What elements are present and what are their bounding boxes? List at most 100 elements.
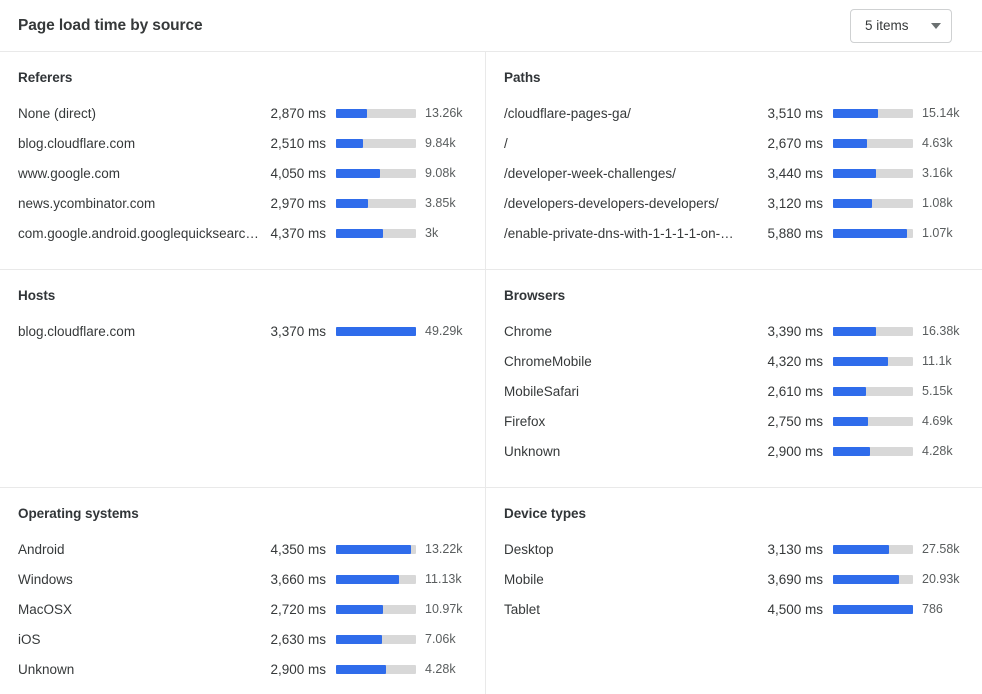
row-bar-fill bbox=[336, 138, 364, 148]
row-bar-fill bbox=[336, 198, 368, 208]
row-bar-track bbox=[336, 168, 416, 178]
row-bar-track bbox=[833, 544, 913, 554]
row-label: Firefox bbox=[504, 413, 546, 429]
row-count: 49.29k bbox=[425, 324, 463, 338]
row-bar-fill bbox=[833, 544, 889, 554]
row-bar-fill bbox=[336, 168, 380, 178]
row-label: Unknown bbox=[18, 661, 75, 677]
section-hosts: Hosts blog.cloudflare.com 3,370 ms 49.29k bbox=[0, 270, 486, 488]
table-row[interactable]: ChromeMobile 4,320 ms 11.1k bbox=[504, 346, 966, 376]
row-label: /enable-private-dns-with-1-1-1-1-on-… bbox=[504, 225, 734, 241]
table-row[interactable]: news.ycombinator.com 2,970 ms 3.85k bbox=[18, 188, 469, 218]
row-count: 11.1k bbox=[922, 354, 952, 368]
section-title: Hosts bbox=[18, 288, 56, 303]
table-row[interactable]: /developer-week-challenges/3,440 ms 3.16k bbox=[504, 158, 966, 188]
table-row[interactable]: Desktop 3,130 ms 27.58k bbox=[504, 534, 966, 564]
section-title: Device types bbox=[504, 506, 586, 521]
row-label: /developer-week-challenges/ bbox=[504, 165, 676, 181]
row-bar-track bbox=[336, 604, 416, 614]
table-row[interactable]: MobileSafari 2,610 ms 5.15k bbox=[504, 376, 966, 406]
items-count-select[interactable]: 5 items bbox=[850, 8, 952, 43]
row-label: iOS bbox=[18, 631, 41, 647]
row-load-time: 2,670 ms bbox=[767, 135, 823, 151]
row-load-time: 4,320 ms bbox=[767, 353, 823, 369]
section-title: Referers bbox=[18, 70, 73, 85]
row-bar-fill bbox=[336, 544, 412, 554]
table-row[interactable]: /developers-developers-developers/3,120 … bbox=[504, 188, 966, 218]
row-bar-fill bbox=[833, 386, 866, 396]
row-load-time: 4,500 ms bbox=[767, 601, 823, 617]
row-label: com.google.android.googlequicksearc… bbox=[18, 225, 259, 241]
row-label: Windows bbox=[18, 571, 73, 587]
table-row[interactable]: Mobile 3,690 ms 20.93k bbox=[504, 564, 966, 594]
row-load-time: 2,900 ms bbox=[767, 443, 823, 459]
row-bar-track bbox=[336, 198, 416, 208]
table-row[interactable]: /cloudflare-pages-ga/3,510 ms 15.14k bbox=[504, 98, 966, 128]
items-count-select-value: 5 items bbox=[865, 18, 909, 33]
row-label: / bbox=[504, 135, 508, 151]
row-label: Tablet bbox=[504, 601, 541, 617]
row-bar-fill bbox=[833, 574, 899, 584]
section-rows: None (direct) 2,870 ms 13.26k blog.cloudfla… bbox=[18, 98, 469, 248]
table-row[interactable]: www.google.com 4,050 ms 9.08k bbox=[18, 158, 469, 188]
row-load-time: 3,120 ms bbox=[767, 195, 823, 211]
row-bar-fill bbox=[833, 228, 908, 238]
table-row[interactable]: com.google.android.googlequicksearc… 4,37… bbox=[18, 218, 469, 248]
section-title: Operating systems bbox=[18, 506, 139, 521]
row-bar-fill bbox=[336, 634, 382, 644]
table-row[interactable]: iOS 2,630 ms 7.06k bbox=[18, 624, 469, 654]
section-rows: /cloudflare-pages-ga/3,510 ms 15.14k / 2,67… bbox=[504, 98, 966, 248]
row-bar-track bbox=[833, 198, 913, 208]
row-load-time: 3,690 ms bbox=[767, 571, 823, 587]
table-row[interactable]: Android 4,350 ms 13.22k bbox=[18, 534, 469, 564]
row-count: 7.06k bbox=[425, 632, 456, 646]
row-count: 15.14k bbox=[922, 106, 960, 120]
row-label: MobileSafari bbox=[504, 383, 580, 399]
row-load-time: 4,050 ms bbox=[270, 165, 326, 181]
table-row[interactable]: blog.cloudflare.com 2,510 ms 9.84k bbox=[18, 128, 469, 158]
table-row[interactable]: /enable-private-dns-with-1-1-1-1-on-… 5,8… bbox=[504, 218, 966, 248]
row-bar-fill bbox=[833, 446, 870, 456]
row-label: Android bbox=[18, 541, 65, 557]
row-bar-fill bbox=[336, 228, 384, 238]
row-bar-track bbox=[833, 604, 913, 614]
row-bar-fill bbox=[833, 416, 869, 426]
row-count: 9.84k bbox=[425, 136, 456, 150]
table-row[interactable]: None (direct) 2,870 ms 13.26k bbox=[18, 98, 469, 128]
row-load-time: 4,350 ms bbox=[270, 541, 326, 557]
table-row[interactable]: Tablet 4,500 ms 786 bbox=[504, 594, 966, 624]
row-bar-fill bbox=[336, 664, 387, 674]
row-label: www.google.com bbox=[18, 165, 121, 181]
table-row[interactable]: Unknown 2,900 ms 4.28k bbox=[18, 654, 469, 684]
row-bar-fill bbox=[833, 108, 878, 118]
row-bar-fill bbox=[833, 356, 889, 366]
chevron-down-icon bbox=[931, 22, 941, 29]
table-row[interactable]: Windows 3,660 ms 11.13k bbox=[18, 564, 469, 594]
table-row[interactable]: blog.cloudflare.com 3,370 ms 49.29k bbox=[18, 316, 469, 346]
row-count: 4.63k bbox=[922, 136, 953, 150]
row-load-time: 2,610 ms bbox=[767, 383, 823, 399]
row-bar-track bbox=[336, 138, 416, 148]
table-row[interactable]: / 2,670 ms 4.63k bbox=[504, 128, 966, 158]
section-rows: Chrome 3,390 ms 16.38k ChromeMobile 4,320 ms… bbox=[504, 316, 966, 466]
row-bar-track bbox=[833, 138, 913, 148]
section-referers: Referers None (direct) 2,870 ms 13.26k blog.… bbox=[0, 52, 486, 270]
table-row[interactable]: Chrome 3,390 ms 16.38k bbox=[504, 316, 966, 346]
row-bar-track bbox=[833, 326, 913, 336]
row-bar-fill bbox=[336, 574, 400, 584]
row-bar-track bbox=[336, 228, 416, 238]
row-bar-track bbox=[336, 108, 416, 118]
row-bar-fill bbox=[833, 326, 877, 336]
table-row[interactable]: MacOSX 2,720 ms 10.97k bbox=[18, 594, 469, 624]
row-load-time: 3,390 ms bbox=[767, 323, 823, 339]
table-row[interactable]: Firefox 2,750 ms 4.69k bbox=[504, 406, 966, 436]
table-row[interactable]: Unknown 2,900 ms 4.28k bbox=[504, 436, 966, 466]
page-title: Page load time by source bbox=[18, 16, 203, 34]
row-bar-track bbox=[336, 326, 416, 336]
row-bar-track bbox=[833, 416, 913, 426]
row-load-time: 4,370 ms bbox=[270, 225, 326, 241]
row-bar-fill bbox=[833, 198, 873, 208]
row-count: 16.38k bbox=[922, 324, 960, 338]
row-count: 9.08k bbox=[425, 166, 456, 180]
